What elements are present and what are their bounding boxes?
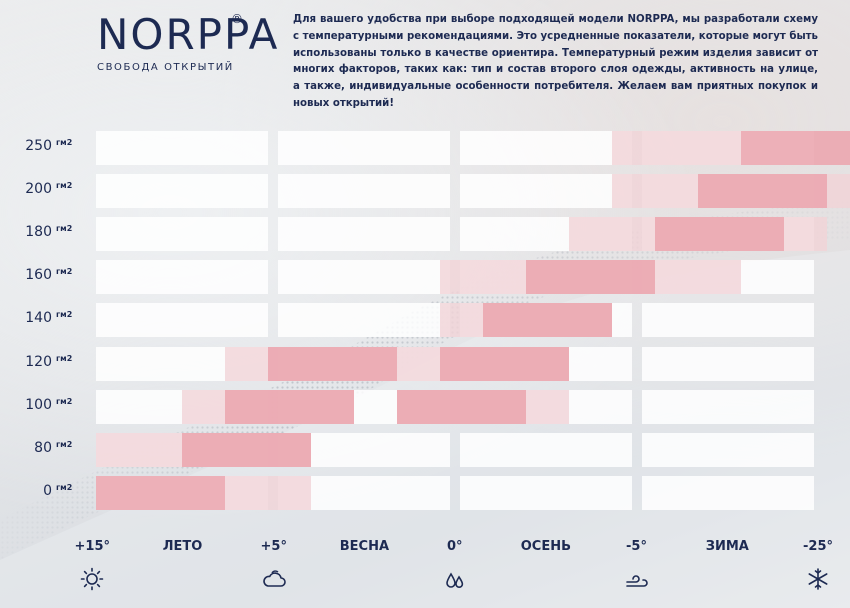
- weight-unit: гм2: [56, 353, 73, 363]
- axis-label: -25°: [803, 539, 833, 554]
- weight-unit: гм2: [56, 138, 73, 147]
- weight-value: 100: [25, 396, 52, 413]
- grid-cell: [642, 432, 814, 467]
- weight-value: 120: [25, 353, 52, 370]
- grid-cell: [460, 432, 632, 467]
- weight-value: 140: [25, 310, 52, 327]
- grid-cell: [278, 174, 450, 209]
- weight-unit: гм2: [56, 181, 73, 191]
- axis-label: ЛЕТО: [162, 539, 203, 554]
- weight-unit: гм2: [56, 482, 73, 492]
- range-bar: [698, 174, 827, 209]
- weight-label: 140 гм2: [0, 303, 80, 337]
- grid-cell: [96, 217, 268, 252]
- logo-wordmark: NORPPA: [97, 10, 280, 59]
- weight-label: 160 гм2: [0, 260, 80, 294]
- weight-value: 0: [43, 482, 52, 499]
- grid-cell: [460, 475, 632, 510]
- weight-value: 250: [25, 138, 52, 154]
- weight-label: 100 гм2: [0, 390, 80, 424]
- wind-icon: [624, 567, 650, 591]
- axis-label: ОСЕНЬ: [520, 539, 572, 554]
- weight-unit: гм2: [56, 310, 73, 320]
- range-bar: [655, 217, 784, 252]
- range-bar: [741, 131, 850, 165]
- range-bar: [225, 389, 354, 424]
- weight-label: 250 гм2: [0, 131, 80, 165]
- raindrops-icon: [442, 567, 468, 591]
- grid-cell: [460, 174, 632, 209]
- grid-cell: [460, 131, 632, 165]
- weight-label: 200 гм2: [0, 174, 80, 208]
- grid-cell: [642, 303, 814, 338]
- axis-label: -5°: [626, 539, 647, 554]
- weight-label: 180 гм2: [0, 217, 80, 251]
- range-bar-faded: [225, 475, 311, 510]
- grid-cell: [642, 346, 814, 381]
- weight-unit: гм2: [56, 439, 73, 449]
- registered-mark: ®: [231, 12, 243, 26]
- axis-label: 0°: [447, 539, 463, 554]
- weight-unit: гм2: [56, 224, 73, 234]
- range-bar-faded: [612, 131, 741, 165]
- grid-cell: [642, 475, 814, 510]
- range-bar: [96, 475, 225, 510]
- brand-logo: NORPPA ® СВОБОДА ОТКРЫТИЙ: [97, 10, 280, 74]
- weight-value: 180: [25, 224, 52, 241]
- axis-label: +15°: [74, 539, 110, 554]
- range-bar: [483, 303, 612, 338]
- weight-value: 160: [25, 267, 52, 284]
- range-bar: [268, 346, 397, 381]
- weight-label: 0 гм2: [0, 476, 80, 510]
- axis-label: +5°: [260, 539, 287, 554]
- grid-cell: [96, 131, 268, 165]
- weight-unit: гм2: [56, 267, 73, 277]
- weight-unit: гм2: [56, 396, 73, 406]
- sun-icon: [79, 567, 105, 591]
- weight-label: 80 гм2: [0, 433, 80, 467]
- grid-cell: [278, 217, 450, 252]
- weight-value: 80: [34, 439, 52, 456]
- axis-label: ВЕСНА: [339, 539, 390, 554]
- logo-tagline: СВОБОДА ОТКРЫТИЙ: [97, 62, 234, 73]
- grid-cell: [96, 174, 268, 209]
- range-bar: [440, 346, 569, 381]
- weight-label: 120 гм2: [0, 347, 80, 381]
- cloud-icon: [261, 567, 287, 591]
- grid-cell: [642, 389, 814, 424]
- range-bar: [526, 260, 655, 295]
- grid-cell: [278, 131, 450, 165]
- axis-label: ЗИМА: [705, 539, 749, 554]
- range-bar: [397, 389, 526, 424]
- snowflake-icon: [805, 567, 831, 591]
- grid-cell: [278, 260, 450, 295]
- grid-cell: [96, 260, 268, 295]
- intro-paragraph: Для вашего удобства при выборе подходяще…: [293, 14, 818, 109]
- grid-cell: [96, 303, 268, 338]
- range-bar: [182, 432, 311, 467]
- grid-cell: [278, 303, 450, 338]
- weight-value: 200: [25, 181, 52, 198]
